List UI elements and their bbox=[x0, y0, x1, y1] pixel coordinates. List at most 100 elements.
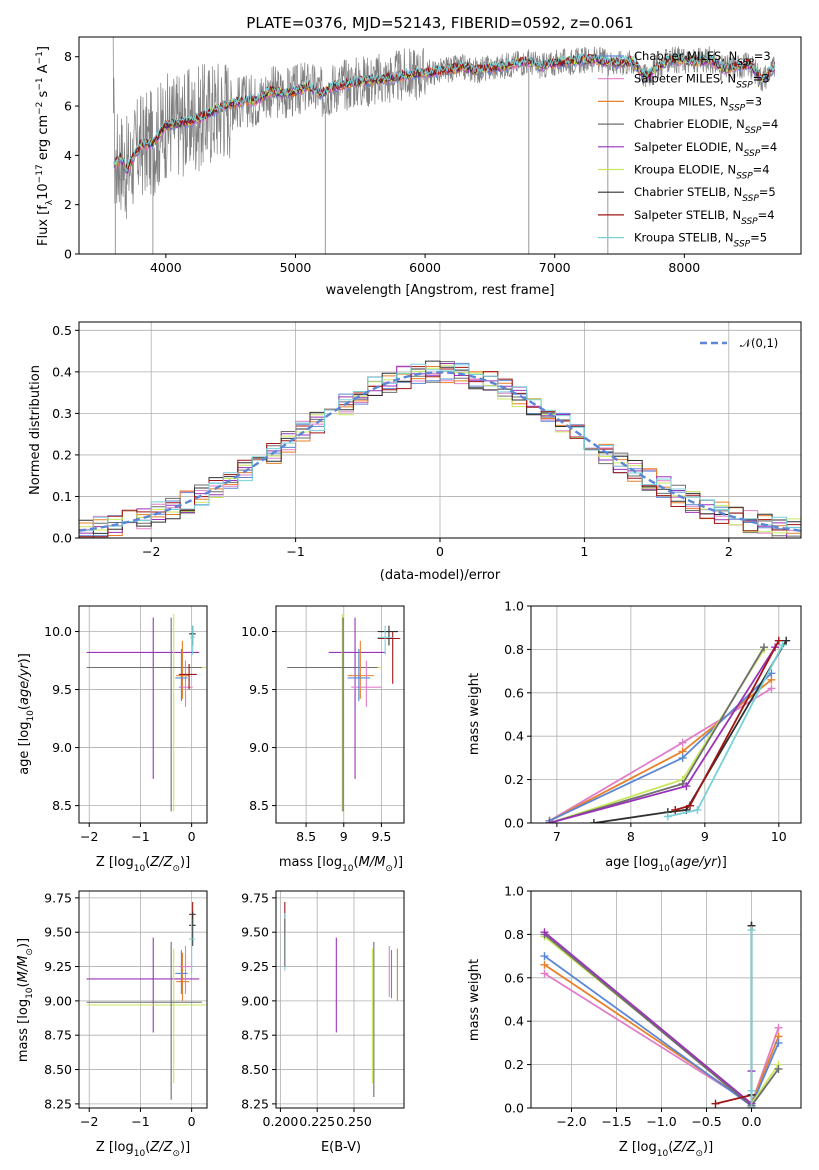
weight-marker bbox=[693, 805, 702, 814]
x-tick-label: 8.5 bbox=[296, 829, 316, 844]
x-tick-label: 5000 bbox=[280, 260, 312, 275]
x-tick-label: −1 bbox=[131, 829, 149, 844]
errorbar-salpeter-miles bbox=[351, 660, 382, 707]
errorbar-chabrier-miles bbox=[347, 648, 371, 702]
y-tick-label: 9.25 bbox=[241, 959, 269, 974]
errorbar-kroupa-stelib bbox=[189, 918, 195, 974]
x-tick-label: 7000 bbox=[539, 260, 571, 275]
ticks: 4000 5000 6000 7000 8000 0 2 4 6 8 bbox=[64, 49, 700, 275]
y-tick-label: 9.5 bbox=[249, 682, 269, 697]
x-axis-label: Z [log10(Z/Z⊙)] bbox=[619, 1140, 713, 1159]
y-axis-label: Flux [fλ10−17 erg cm−2 s−1 A−1] bbox=[35, 46, 55, 246]
x-tick-label: −2.0 bbox=[556, 1114, 586, 1129]
axes-frame bbox=[78, 605, 208, 824]
errorbar-chabrier-miles bbox=[175, 950, 188, 995]
weight-marker bbox=[782, 636, 791, 645]
weight-marker bbox=[747, 926, 756, 935]
y-tick-label: 8.75 bbox=[44, 1028, 72, 1043]
chart-age-vs-z: −2 −1 0 8.5 9.0 9.5 10.0 Z [log10(Z/Z⊙)] age [lo… bbox=[17, 605, 208, 874]
y-tick-label: 9.75 bbox=[44, 890, 72, 905]
x-tick-label: −2 bbox=[80, 1114, 98, 1129]
weight-line-kroupa-stelib bbox=[747, 926, 756, 1108]
x-tick-label: 1 bbox=[580, 544, 588, 559]
errorbar-kroupa-stelib bbox=[190, 625, 195, 655]
errorbar-kroupa-stelib bbox=[377, 625, 393, 655]
x-tick-label: 9.5 bbox=[371, 829, 391, 844]
weight-marker bbox=[540, 952, 549, 961]
y-axis-label: mass weight bbox=[467, 959, 482, 1041]
chart-title: PLATE=0376, MJD=52143, FIBERID=0592, z=0… bbox=[246, 14, 633, 32]
x-axis-label: mass [log10(M/M⊙)] bbox=[279, 855, 403, 874]
y-tick-label: 0.4 bbox=[504, 1014, 524, 1029]
y-tick-label: 4 bbox=[64, 148, 72, 163]
legend: 𝒩(0,1) bbox=[700, 336, 778, 350]
y-tick-label: 10.0 bbox=[44, 624, 72, 639]
x-tick-label: −1.0 bbox=[646, 1114, 676, 1129]
y-tick-label: 8.25 bbox=[241, 1096, 269, 1111]
x-axis-label: Z [log10(Z/Z⊙)] bbox=[96, 855, 190, 874]
weight-marker bbox=[774, 1023, 783, 1032]
legend-label-salpeter-elodie: Salpeter ELODIE, NSSP=4 bbox=[634, 140, 777, 159]
errorbar-chabrier-elodie bbox=[287, 617, 378, 812]
y-tick-label: 8.75 bbox=[241, 1028, 269, 1043]
y-tick-label: 9.00 bbox=[44, 993, 72, 1008]
weight-marker bbox=[711, 1099, 720, 1108]
chart-mass-vs-ebv: 0.200 0.225 0.250 8.25 8.50 8.75 9.00 9.25 9.50 9… bbox=[241, 890, 405, 1155]
ticks: −2 −1 0 1 2 0.0 0.1 0.2 0.3 0.4 0.5 bbox=[52, 323, 733, 559]
x-tick-label: −1 bbox=[286, 544, 304, 559]
y-tick-label: 0.6 bbox=[504, 685, 524, 700]
axes-frame bbox=[530, 605, 802, 824]
weight-marker bbox=[589, 819, 598, 823]
weight-line-salpeter-elodie bbox=[540, 928, 756, 1108]
y-tick-label: 8.5 bbox=[52, 798, 72, 813]
x-axis-label: Z [log10(Z/Z⊙)] bbox=[96, 1140, 190, 1159]
weight-line-chabrier-stelib bbox=[589, 636, 791, 823]
y-tick-label: 0.6 bbox=[504, 970, 524, 985]
y-axis-label: age [log10(age/yr)] bbox=[17, 653, 36, 775]
weight-line bbox=[667, 644, 784, 818]
x-axis-label: (data-model)/error bbox=[380, 568, 501, 583]
y-tick-label: 0.8 bbox=[504, 927, 524, 942]
weight-line bbox=[549, 672, 773, 822]
weight-line bbox=[549, 646, 776, 823]
ticks: −2.0 −1.5 −1.0 −0.5 0.0 0.0 0.2 0.4 0.6 0.8 1.0 bbox=[504, 884, 761, 1130]
errorbar-salpeter-elodie bbox=[328, 617, 386, 779]
errorbar-salpeter-elodie bbox=[86, 617, 200, 779]
weight-marker bbox=[778, 641, 787, 650]
plot-area bbox=[79, 891, 207, 1108]
axes-frame bbox=[78, 321, 802, 539]
errorbar-kroupa-elodie bbox=[86, 948, 206, 1084]
y-tick-label: 9.50 bbox=[44, 925, 72, 940]
plot-area bbox=[79, 322, 801, 538]
weight-marker bbox=[682, 782, 691, 791]
errorbar-kroupa-elodie bbox=[86, 614, 206, 812]
y-tick-label: 6 bbox=[64, 99, 72, 114]
legend-label-kroupa-stelib: Kroupa STELIB, NSSP=5 bbox=[634, 231, 767, 250]
legend-label-salpeter-stelib: Salpeter STELIB, NSSP=4 bbox=[634, 208, 775, 227]
y-tick-label: 8.50 bbox=[241, 1062, 269, 1077]
weight-line-kroupa-stelib bbox=[663, 641, 787, 821]
weight-marker bbox=[774, 636, 783, 645]
legend-label-salpeter-miles: Salpeter MILES, NSSP=3 bbox=[634, 72, 770, 91]
errorbar-kroupa-elodie bbox=[287, 614, 382, 812]
y-tick-label: 0.2 bbox=[504, 772, 524, 787]
errorbar-chabrier-stelib bbox=[377, 625, 398, 646]
legend-label-chabrier-stelib: Chabrier STELIB, NSSP=5 bbox=[634, 185, 776, 204]
ticks: 8.5 9 9.5 8.5 9.0 9.5 10.0 bbox=[241, 624, 391, 844]
errorbar-chabrier-elodie bbox=[86, 617, 202, 812]
legend: Chabrier MILES, NSSP=3 Salpeter MILES, NS… bbox=[598, 49, 778, 250]
legend-label-chabrier-elodie: Chabrier ELODIE, NSSP=4 bbox=[634, 117, 778, 136]
ticks: −2 −1 0 8.5 9.0 9.5 10.0 bbox=[44, 624, 196, 844]
y-tick-label: 0.5 bbox=[52, 323, 72, 338]
y-tick-label: 0.2 bbox=[504, 1057, 524, 1072]
plot-area bbox=[531, 891, 801, 1108]
x-tick-label: −1.5 bbox=[601, 1114, 631, 1129]
weight-line-chabrier-elodie bbox=[545, 643, 769, 823]
chart-mass-weight-vs-age: 7 8 9 10 0.0 0.2 0.4 0.6 0.8 1.0 age [log10(age/yr… bbox=[467, 599, 802, 874]
weight-marker bbox=[540, 960, 549, 969]
x-tick-label: 0.0 bbox=[742, 1114, 762, 1129]
plot-area bbox=[79, 606, 207, 823]
weight-marker bbox=[678, 738, 687, 747]
weight-marker bbox=[540, 928, 549, 937]
